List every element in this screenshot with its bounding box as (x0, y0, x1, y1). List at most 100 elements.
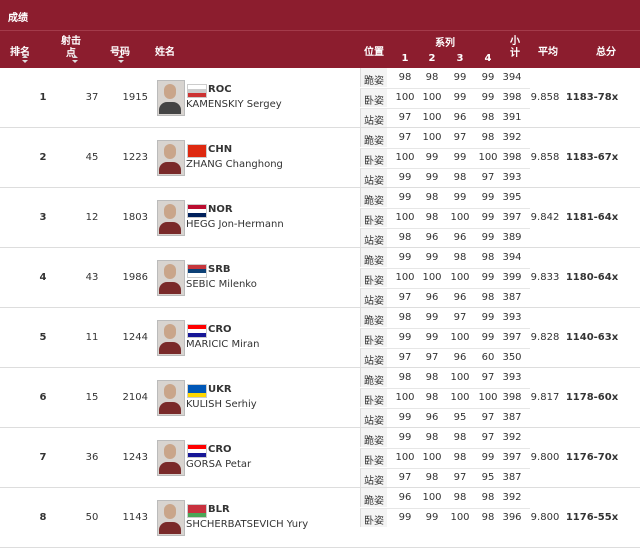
total: 1178-60x (565, 392, 619, 403)
series-score: 100 (450, 212, 470, 223)
series-score: 100 (478, 152, 498, 163)
country: SRB (208, 264, 231, 275)
position-cell (360, 128, 387, 147)
name: KULISH Serhiy (186, 399, 257, 410)
flag (187, 144, 207, 158)
position-cell (360, 388, 387, 407)
series-score: 100 (422, 272, 442, 283)
flag (187, 324, 207, 338)
series-num: 1 (401, 53, 409, 64)
series-score: 98 (425, 192, 439, 203)
row-divider (0, 127, 640, 128)
photo-head (164, 84, 176, 99)
flag (187, 384, 207, 398)
series-score: 98 (481, 112, 495, 123)
series-score: 97 (398, 472, 412, 483)
number: 1223 (122, 152, 148, 163)
header-divider (0, 30, 640, 31)
country: ROC (208, 84, 232, 95)
rank: 3 (39, 212, 47, 223)
series-score: 96 (398, 492, 412, 503)
stage-divider (360, 408, 530, 409)
series-score: 99 (425, 312, 439, 323)
sort-arrows (118, 55, 124, 58)
series-score: 99 (398, 412, 412, 423)
subtotal: 395 (502, 192, 522, 203)
country: CHN (208, 144, 233, 155)
series-score: 99 (481, 72, 495, 83)
photo-body (159, 282, 181, 294)
series-score: 99 (481, 452, 495, 463)
sort-arrows (72, 60, 78, 63)
number: 2104 (122, 392, 148, 403)
series-score: 99 (398, 332, 412, 343)
number: 1243 (122, 452, 148, 463)
position: 跪姿 (364, 316, 384, 327)
photo-head (164, 264, 176, 279)
col-rank[interactable]: 排名 (10, 47, 30, 58)
series-score: 97 (481, 432, 495, 443)
series-score: 99 (425, 512, 439, 523)
position: 卧姿 (364, 276, 384, 287)
subtotal: 396 (502, 512, 522, 523)
average: 9.858 (530, 152, 560, 163)
series-score: 97 (398, 352, 412, 363)
series-score: 99 (398, 172, 412, 183)
sort-arrows (72, 55, 78, 58)
country: NOR (208, 204, 233, 215)
position: 站姿 (364, 476, 384, 487)
position-cell (360, 448, 387, 467)
name: KAMENSKIY Sergey (186, 99, 282, 110)
col-number[interactable]: 号码 (110, 47, 130, 58)
photo-body (159, 462, 181, 474)
col-position: 位置 (364, 47, 384, 58)
flag (187, 204, 207, 218)
subtotal: 389 (502, 232, 522, 243)
position-cell (360, 328, 387, 347)
series-score: 96 (425, 232, 439, 243)
position: 站姿 (364, 296, 384, 307)
series-score: 96 (453, 112, 467, 123)
series-score: 98 (425, 472, 439, 483)
series-score: 100 (422, 92, 442, 103)
position: 站姿 (364, 356, 384, 367)
position-cell (360, 348, 387, 367)
position-cell (360, 88, 387, 107)
position: 站姿 (364, 176, 384, 187)
stage-divider (360, 348, 530, 349)
series-score: 98 (481, 492, 495, 503)
stage-divider (360, 268, 530, 269)
series-score: 98 (481, 292, 495, 303)
series-score: 100 (450, 272, 470, 283)
position-cell (360, 468, 387, 487)
average: 9.800 (530, 512, 560, 523)
position-cell (360, 368, 387, 387)
point: 43 (85, 272, 99, 283)
position-cell (360, 268, 387, 287)
position: 跪姿 (364, 76, 384, 87)
position: 卧姿 (364, 396, 384, 407)
series-score: 99 (481, 332, 495, 343)
position: 跪姿 (364, 256, 384, 267)
point: 45 (85, 152, 99, 163)
series-score: 99 (425, 332, 439, 343)
position: 卧姿 (364, 156, 384, 167)
position: 卧姿 (364, 516, 384, 527)
average: 9.833 (530, 272, 560, 283)
subtotal: 350 (502, 352, 522, 363)
series-score: 98 (481, 252, 495, 263)
series-score: 97 (481, 412, 495, 423)
series-score: 98 (481, 512, 495, 523)
photo-head (164, 504, 176, 519)
series-score: 98 (398, 232, 412, 243)
stage-divider (360, 228, 530, 229)
subtotal: 393 (502, 372, 522, 383)
position-cell (360, 228, 387, 247)
name: SHCHERBATSEVICH Yury (186, 519, 309, 530)
average: 9.800 (530, 452, 560, 463)
series-score: 97 (481, 172, 495, 183)
col-point[interactable]: 射击点 (61, 36, 81, 59)
subtotal: 393 (502, 312, 522, 323)
photo-head (164, 384, 176, 399)
position-cell (360, 208, 387, 227)
